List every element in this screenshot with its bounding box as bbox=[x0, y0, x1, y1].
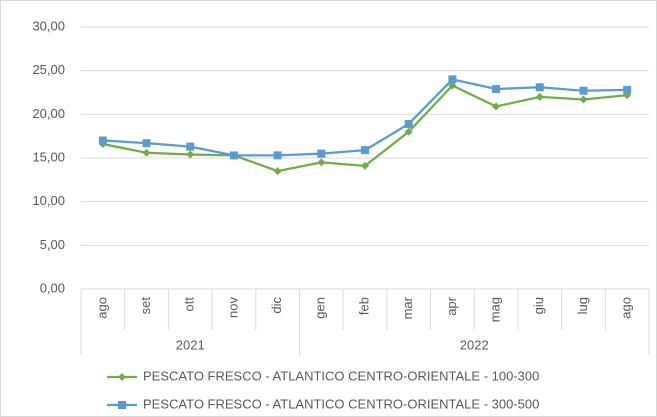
x-tick-label: mar bbox=[400, 296, 415, 319]
marker bbox=[118, 373, 126, 381]
marker bbox=[579, 86, 588, 95]
marker bbox=[579, 95, 588, 104]
marker bbox=[535, 92, 544, 101]
x-group-label: 2022 bbox=[460, 337, 489, 352]
marker bbox=[535, 83, 544, 92]
y-tick-label: 15,00 bbox=[32, 149, 65, 164]
y-tick-label: 5,00 bbox=[40, 237, 65, 252]
marker bbox=[142, 148, 151, 157]
x-tick-label: gen bbox=[313, 297, 328, 319]
x-tick-label: ago bbox=[94, 297, 109, 319]
marker bbox=[118, 401, 126, 409]
x-tick-label: apr bbox=[444, 296, 459, 315]
marker bbox=[142, 139, 151, 148]
x-tick-label: set bbox=[138, 297, 153, 315]
marker bbox=[404, 119, 413, 128]
y-tick-label: 30,00 bbox=[32, 18, 65, 33]
marker bbox=[623, 85, 632, 94]
marker bbox=[361, 161, 369, 170]
x-tick-label: giu bbox=[531, 297, 546, 314]
marker bbox=[404, 127, 413, 136]
y-tick-label: 20,00 bbox=[32, 106, 65, 121]
x-tick-label: ott bbox=[182, 297, 197, 312]
marker bbox=[492, 85, 501, 94]
legend-label: PESCATO FRESCO - ATLANTICO CENTRO-ORIENT… bbox=[143, 396, 539, 411]
marker bbox=[448, 81, 457, 90]
x-tick-label: feb bbox=[356, 297, 371, 315]
marker bbox=[317, 158, 326, 167]
x-group-label: 2021 bbox=[176, 337, 205, 352]
marker bbox=[273, 167, 282, 176]
marker bbox=[98, 136, 107, 145]
marker bbox=[186, 142, 195, 151]
marker bbox=[273, 151, 282, 160]
marker bbox=[229, 151, 238, 160]
y-tick-label: 25,00 bbox=[32, 62, 65, 77]
marker bbox=[186, 150, 195, 159]
legend-label: PESCATO FRESCO - ATLANTICO CENTRO-ORIENT… bbox=[143, 368, 539, 383]
x-tick-label: mag bbox=[488, 297, 503, 322]
marker bbox=[317, 149, 326, 158]
x-tick-label: dic bbox=[269, 297, 284, 314]
marker bbox=[448, 75, 457, 84]
y-tick-label: 10,00 bbox=[32, 193, 65, 208]
x-tick-label: ago bbox=[619, 297, 634, 319]
marker bbox=[492, 102, 501, 111]
x-tick-label: lug bbox=[575, 297, 590, 314]
x-tick-label: nov bbox=[225, 297, 240, 318]
y-tick-label: 0,00 bbox=[40, 280, 65, 295]
marker bbox=[361, 146, 369, 155]
